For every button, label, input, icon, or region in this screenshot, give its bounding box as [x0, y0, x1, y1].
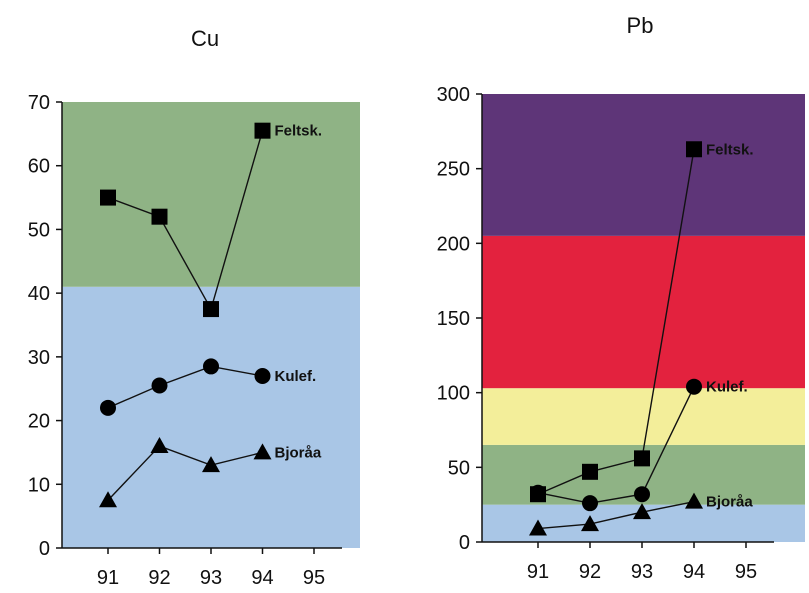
chart-1-series-2-line: [107, 365, 263, 409]
chart-2-band-5: [482, 94, 805, 236]
chart-1-series-1-point-94: [254, 122, 271, 139]
chart-1-series-2-point-94: [254, 367, 271, 384]
chart-1-x-tick-label-92: 92: [148, 567, 170, 589]
chart-2-series-2-label: Kulef.: [706, 379, 748, 396]
chart-2-series-1-label: Feltsk.: [706, 141, 754, 158]
chart-2-y-tick-label-300: 300: [437, 84, 470, 106]
chart-1-series-2-label: Kulef.: [275, 368, 317, 385]
chart-2-series-2-point-92: [582, 495, 598, 512]
chart-2-band-4: [482, 235, 805, 389]
chart-1-series-1-point-92: [151, 208, 168, 225]
chart-2-series-1-line: [537, 149, 695, 495]
chart-2-series-3-point-92: [581, 515, 599, 532]
chart-1-series-2-point-93: [203, 358, 219, 375]
chart-2-y-tick-label-100: 100: [437, 383, 470, 405]
chart-1-title: Cu: [191, 26, 219, 51]
chart-2-series-2-line: [537, 386, 695, 504]
chart-1-x-tick-label-94: 94: [251, 567, 273, 589]
chart-1-series-3-point-91: [99, 491, 117, 508]
chart-1-series-1-label: Feltsk.: [275, 123, 323, 140]
chart-1-series-1-point-93: [203, 301, 219, 318]
chart-2-x-tick-label-92: 92: [579, 561, 601, 583]
chart-2-x-tick-label-95: 95: [735, 561, 757, 583]
chart-2-series-3-label: Bjoråa: [706, 494, 753, 511]
chart-1-x-tick-label-95: 95: [303, 567, 325, 589]
chart-1-y-tick-label-10: 10: [28, 474, 50, 496]
chart-2-y-tick-label-200: 200: [437, 233, 470, 255]
chart-1-y-tick-label-40: 40: [28, 283, 50, 305]
chart-1-series-3-point-93: [202, 456, 220, 473]
chart-2-y-tick-label-0: 0: [459, 532, 470, 554]
chart-2-series-3-point-94: [685, 492, 703, 509]
chart-2-y-tick-label-250: 250: [437, 159, 470, 181]
chart-1-y-tick-label-60: 60: [28, 156, 50, 178]
chart-2-series-1-point-94: [686, 141, 702, 158]
chart-1-series-2-point-92: [151, 377, 168, 394]
chart-2-series-2-point-94: [686, 378, 702, 395]
chart-1-band-1: [62, 286, 360, 548]
chart-2-x-tick-label-94: 94: [683, 561, 705, 583]
chart-2-series-3-point-93: [633, 503, 651, 520]
chart-1-series-3-point-94: [253, 443, 272, 460]
chart-1-series-3-point-92: [150, 437, 169, 454]
chart-1-y-tick-label-50: 50: [28, 219, 50, 241]
chart-2-x-tick-label-93: 93: [631, 561, 653, 583]
chart-1-y-tick-label-0: 0: [39, 538, 50, 560]
chart-1-y-tick-label-70: 70: [28, 92, 50, 114]
chart-1-series-3-line: [107, 445, 263, 501]
chart-1-y-tick-label-30: 30: [28, 347, 50, 369]
chart-2-title: Pb: [627, 13, 654, 38]
chart-2-band-3: [482, 388, 805, 445]
chart-1-series-1-point-91: [100, 189, 116, 206]
chart-2-series-2-point-91: [530, 484, 546, 501]
chart-1-series-2-point-91: [100, 399, 116, 416]
chart-2-y-tick-label-150: 150: [437, 308, 470, 330]
chart-1-series-3-label: Bjoråa: [275, 444, 322, 461]
chart-2-series-3-line: [537, 500, 695, 530]
chart-2-x-tick-label-91: 91: [527, 561, 549, 583]
chart-1-x-tick-label-91: 91: [97, 567, 119, 589]
chart-1-series-1-line: [107, 130, 264, 311]
chart-2-series-1-point-93: [634, 450, 650, 467]
chart-1-x-tick-label-93: 93: [200, 567, 222, 589]
chart-2-series-1-point-92: [582, 463, 598, 480]
chart-2-series-3-point-91: [529, 519, 547, 536]
chart-2-series-2-point-93: [634, 486, 650, 503]
chart-2-y-tick-label-50: 50: [448, 457, 470, 479]
chart-1-y-tick-label-20: 20: [28, 411, 50, 433]
